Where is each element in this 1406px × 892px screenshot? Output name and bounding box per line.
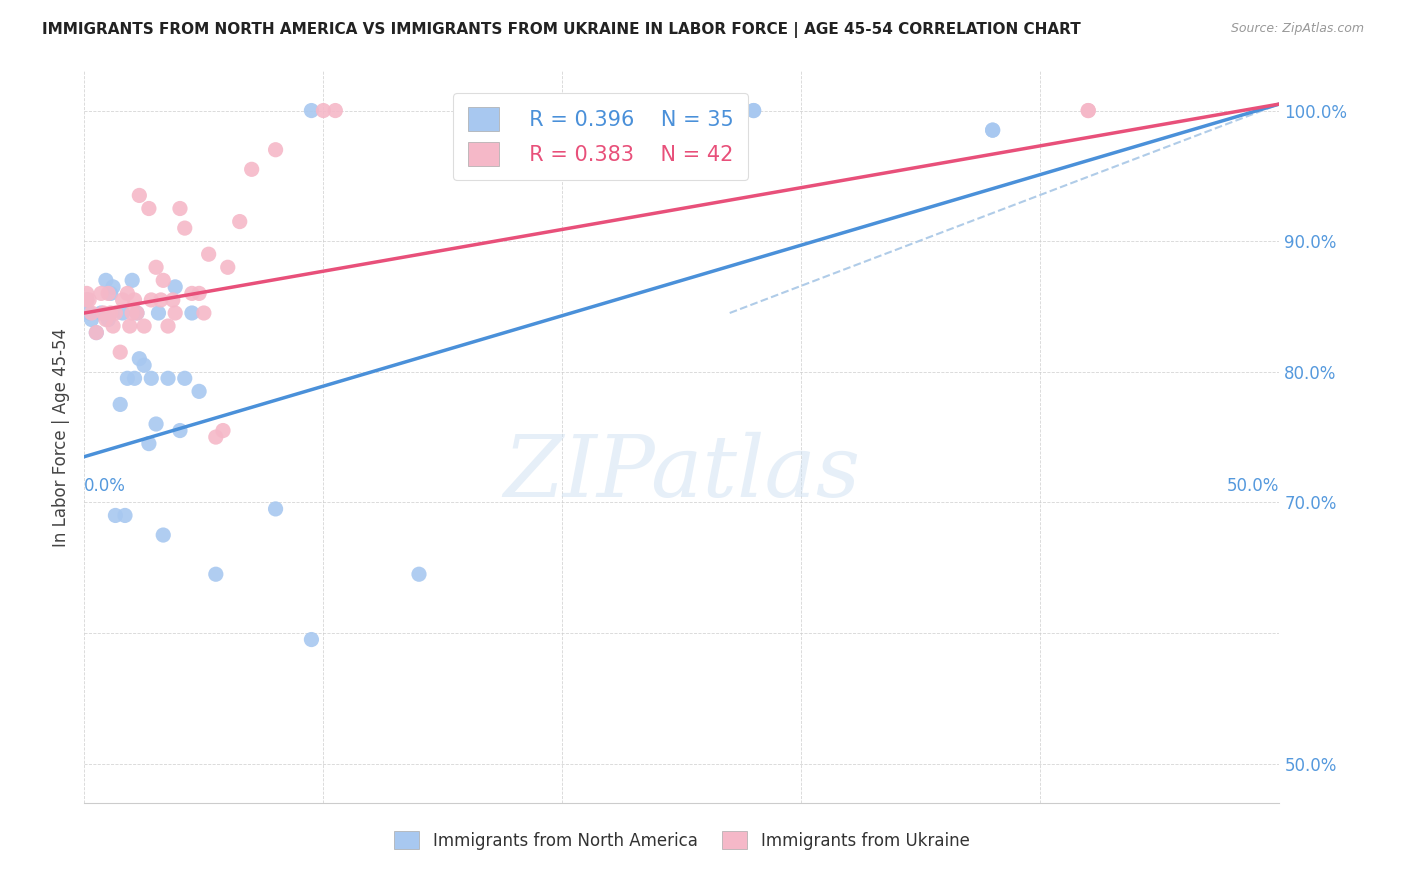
Point — [1077, 103, 1099, 118]
Point — [97, 286, 120, 301]
Point — [173, 371, 195, 385]
Text: 0.0%: 0.0% — [84, 477, 127, 495]
Point — [114, 508, 136, 523]
Point — [527, 103, 550, 118]
Point — [97, 312, 120, 326]
Point — [94, 312, 117, 326]
Point — [77, 293, 100, 307]
Point — [125, 306, 148, 320]
Point — [212, 424, 235, 438]
Point — [90, 306, 112, 320]
Point — [408, 567, 430, 582]
Point — [173, 221, 195, 235]
Point — [301, 632, 323, 647]
Point — [77, 306, 100, 320]
Point — [205, 430, 228, 444]
Point — [169, 202, 191, 216]
Point — [124, 293, 146, 307]
Point — [121, 306, 143, 320]
Point — [193, 306, 215, 320]
Point — [101, 319, 124, 334]
Point — [100, 286, 122, 301]
Point — [141, 293, 163, 307]
Point — [152, 273, 174, 287]
Point — [981, 123, 1004, 137]
Point — [111, 293, 134, 307]
Point — [132, 358, 156, 372]
Point — [981, 123, 1004, 137]
Point — [181, 306, 204, 320]
Point — [141, 371, 163, 385]
Point — [128, 351, 150, 366]
Point — [169, 424, 191, 438]
Point — [76, 293, 98, 307]
Point — [165, 280, 187, 294]
Point — [86, 326, 108, 340]
Point — [94, 273, 117, 287]
Point — [138, 202, 160, 216]
Point — [90, 286, 112, 301]
Point — [117, 371, 139, 385]
Point — [264, 502, 287, 516]
Point — [76, 286, 98, 301]
Point — [742, 103, 765, 118]
Point — [165, 306, 187, 320]
Point — [101, 280, 124, 294]
Point — [118, 319, 141, 334]
Point — [93, 306, 115, 320]
Point — [76, 293, 98, 307]
Point — [145, 417, 167, 431]
Point — [205, 567, 228, 582]
Text: 50.0%: 50.0% — [1227, 477, 1279, 495]
Point — [188, 286, 211, 301]
Point — [125, 306, 148, 320]
Point — [707, 103, 730, 118]
Point — [104, 306, 127, 320]
Point — [117, 286, 139, 301]
Text: Source: ZipAtlas.com: Source: ZipAtlas.com — [1230, 22, 1364, 36]
Point — [527, 103, 550, 118]
Point — [312, 103, 335, 118]
Point — [100, 306, 122, 320]
Text: IMMIGRANTS FROM NORTH AMERICA VS IMMIGRANTS FROM UKRAINE IN LABOR FORCE | AGE 45: IMMIGRANTS FROM NORTH AMERICA VS IMMIGRA… — [42, 22, 1081, 38]
Y-axis label: In Labor Force | Age 45-54: In Labor Force | Age 45-54 — [52, 327, 70, 547]
Point — [540, 103, 562, 118]
Point — [197, 247, 219, 261]
Point — [1077, 103, 1099, 118]
Point — [80, 312, 103, 326]
Point — [80, 306, 103, 320]
Point — [240, 162, 263, 177]
Point — [264, 143, 287, 157]
Point — [128, 188, 150, 202]
Point — [707, 103, 730, 118]
Point — [86, 326, 108, 340]
Point — [148, 306, 170, 320]
Legend: Immigrants from North America, Immigrants from Ukraine: Immigrants from North America, Immigrant… — [388, 824, 976, 856]
Point — [162, 293, 184, 307]
Point — [152, 528, 174, 542]
Point — [325, 103, 347, 118]
Point — [138, 436, 160, 450]
Point — [132, 319, 156, 334]
Point — [149, 293, 172, 307]
Point — [229, 214, 252, 228]
Point — [121, 273, 143, 287]
Point — [111, 306, 134, 320]
Point — [104, 508, 127, 523]
Point — [540, 103, 562, 118]
Point — [157, 319, 180, 334]
Point — [188, 384, 211, 399]
Point — [145, 260, 167, 275]
Point — [157, 371, 180, 385]
Point — [110, 345, 132, 359]
Text: ZIPatlas: ZIPatlas — [503, 433, 860, 515]
Point — [301, 103, 323, 118]
Point — [181, 286, 204, 301]
Point — [110, 397, 132, 411]
Point — [217, 260, 239, 275]
Point — [742, 103, 765, 118]
Point — [124, 371, 146, 385]
